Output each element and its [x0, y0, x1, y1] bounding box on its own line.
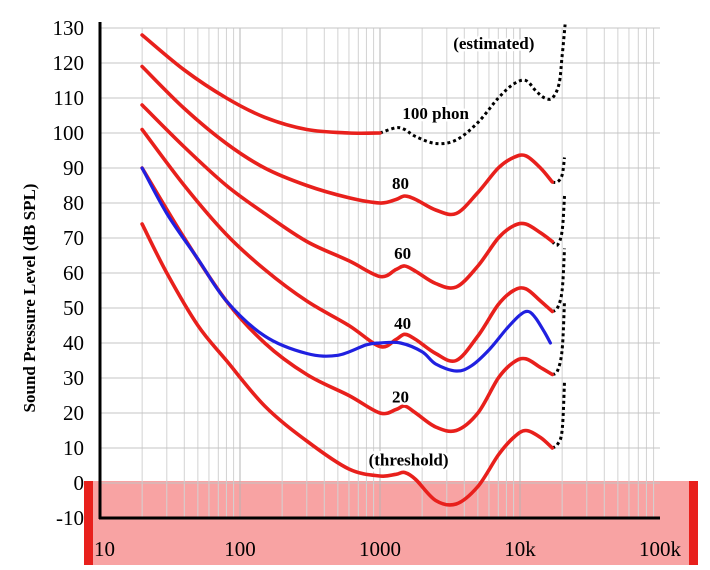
x-tick-label: 100	[224, 537, 256, 561]
curve-red	[140, 127, 555, 363]
y-tick-label: 10	[63, 436, 84, 460]
y-tick-label: 20	[63, 401, 84, 425]
annotation-label: 60	[394, 244, 411, 263]
x-tick-label: 10k	[504, 537, 536, 561]
annotations-group: (estimated) 100 phon 80 60 40 20 (threshold)	[366, 32, 537, 473]
x-tick-label: 10	[94, 537, 115, 561]
curve-extension-dotted	[552, 157, 566, 185]
y-tick-label: -10	[56, 506, 84, 530]
shaded-region-group	[84, 481, 698, 565]
y-tick-label: 130	[53, 16, 85, 40]
y-tick-label: 50	[63, 296, 84, 320]
curve-red	[140, 166, 555, 434]
y-tick-label: 70	[63, 226, 84, 250]
grid-group	[100, 27, 660, 518]
annotation-label: 100 phon	[402, 104, 469, 123]
y-tick-label: 110	[53, 86, 84, 110]
curve-red	[140, 64, 555, 217]
y-tick-label: 80	[63, 191, 84, 215]
y-tick-label: 60	[63, 261, 84, 285]
shaded-region-left-edge	[84, 481, 93, 565]
curve-blue	[140, 166, 552, 373]
y-tick-label: 90	[63, 156, 84, 180]
curve-red	[140, 222, 555, 507]
x-tick-label: 1000	[359, 537, 401, 561]
y-tick-label: 0	[74, 471, 85, 495]
shaded-region	[84, 481, 698, 565]
series-group	[140, 24, 567, 507]
shaded-region-right-edge	[689, 481, 698, 565]
y-tick-label: 40	[63, 331, 84, 355]
y-tick-label: 30	[63, 366, 84, 390]
curve-extension-dotted	[551, 195, 566, 247]
curve-extension-dotted	[551, 248, 566, 313]
curve-red	[140, 33, 382, 136]
curve-extension-dotted	[551, 381, 566, 450]
annotation-label: 40	[394, 314, 411, 333]
annotation-label: 80	[392, 174, 409, 193]
y-tick-label: 100	[53, 121, 85, 145]
curve-extension-dotted	[379, 24, 567, 146]
curve-red	[140, 103, 555, 290]
y-tick-label: 120	[53, 51, 85, 75]
x-tick-label: 100k	[639, 537, 682, 561]
annotation-label: (threshold)	[369, 451, 449, 470]
curve-extension-dotted	[551, 300, 566, 376]
y-axis-label: Sound Pressure Level (dB SPL)	[20, 184, 39, 413]
annotation-label: (estimated)	[453, 34, 534, 53]
annotation-label: 20	[392, 388, 409, 407]
